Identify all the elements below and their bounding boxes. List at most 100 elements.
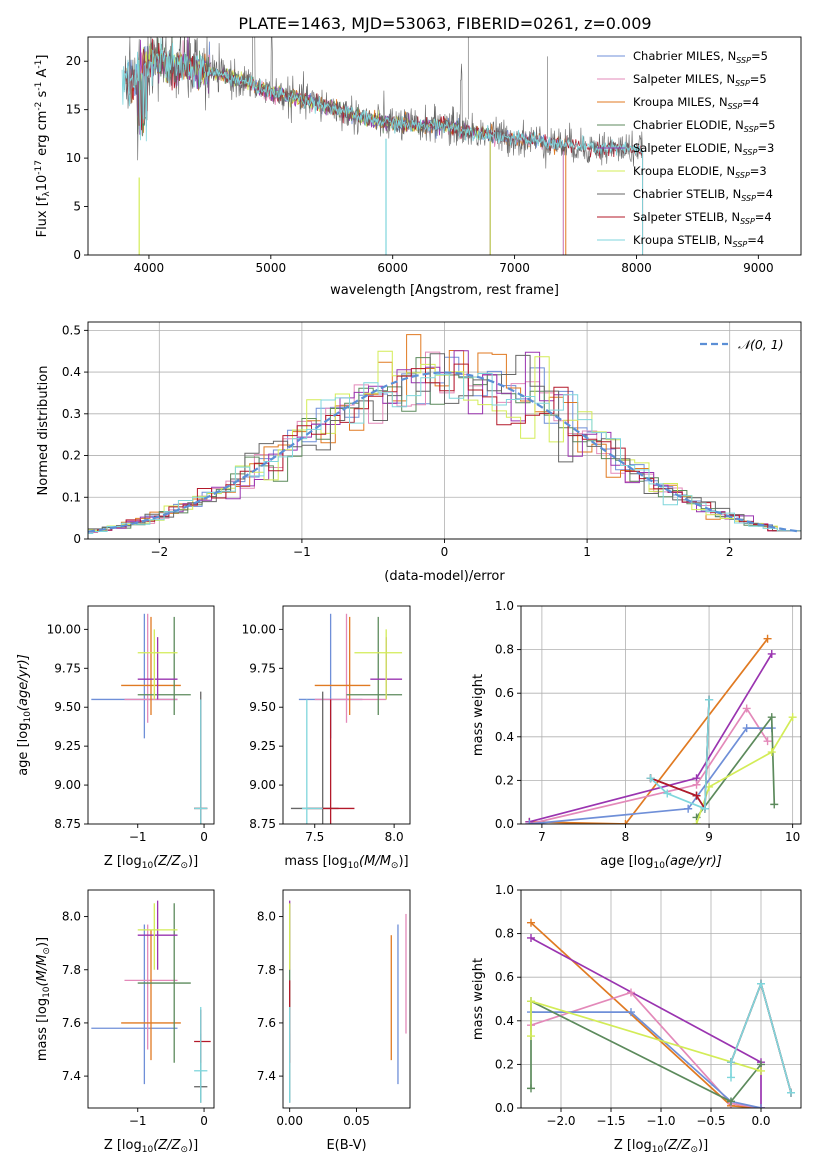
age-vs-mass-chart-y-tick-label: 8.75 [249,817,276,831]
age-vs-metallicity-chart-plot-area [91,613,208,824]
weight-marker [757,1066,765,1075]
age-vs-metallicity-chart-x-tick-label: −1 [129,830,147,844]
weight-marker [646,774,655,783]
weight-series-kroupa-elodie [695,716,794,824]
mass-vs-metallicity-chart-x-tick-label: 0 [200,1114,208,1128]
spectrum-chart-x-tick-label: 6000 [377,261,408,275]
weight-vs-age-chart-y-tick-label: 0.4 [495,730,514,744]
weight-series-salpeter-elodie [530,937,762,1108]
errorbar-point [194,699,208,824]
errorbar-point [121,616,181,715]
errorbar-point [137,637,178,700]
spectrum-chart-plot-area [121,37,644,255]
weight-vs-metallicity-chart-y-tick-label: 0.4 [495,1014,514,1028]
age-vs-metallicity-y-label: age [log10(age/yr)] [16,654,33,776]
weight-marker [527,933,535,942]
errorbar-point [91,924,178,1085]
errorbar-point [121,929,181,1061]
spectrum-y-label: Flux [fλ10-17 erg cm-2 s-1 A-1] [34,55,52,238]
legend-entry: Kroupa ELODIE, NSSP=3 [633,164,767,180]
age-vs-mass-chart-x-tick-label: 7.5 [305,830,324,844]
normal-distribution-curve [88,371,801,533]
age-vs-mass-chart-frame [282,605,411,825]
age-vs-mass-chart-y-tick-label: 9.00 [249,778,276,792]
weight-marker [621,820,630,824]
weight-marker [692,780,701,789]
legend-entry: Kroupa MILES, NSSP=4 [633,95,759,111]
mass-vs-metallicity-y-label: mass [log10(M/M⊙)] [35,937,52,1061]
weight-marker [527,997,535,1006]
weight-marker [727,1097,735,1106]
spectrum-chart-y-tick-label: 15 [66,103,81,117]
weight-vs-age-chart: 7 8 9 10 0.0 0.2 0.4 0.6 0.8 1.0 age [log10(age/yr… [471,599,802,871]
errorbar-point [137,903,178,970]
spectrum-x-label: wavelength [Angstrom, rest frame] [330,283,559,298]
age-vs-metallicity-chart-y-tick-label: 9.00 [54,778,81,792]
age-vs-mass-chart: 7.5 8.0 8.75 9.00 9.25 9.50 9.75 10.00 mass [log… [242,605,411,871]
residual-chart-y-tick-label: 0.1 [62,490,81,504]
weight-marker [788,713,797,722]
mass-vs-ebv-chart-x-tick-label: 0.00 [276,1114,303,1128]
weight-marker [767,748,776,757]
legend-entry: Chabrier MILES, NSSP=5 [633,49,768,65]
age-vs-mass-chart-y-tick-label: 9.50 [249,700,276,714]
weight-vs-metallicity-chart-x-tick-label: −1.0 [646,1114,675,1128]
histogram-chabrier-stelib [88,353,801,532]
weight-series-kroupa-stelib [650,699,710,810]
mass-vs-metallicity-chart-y-tick-label: 8.0 [62,910,81,924]
weight-vs-metallicity-chart-y-tick-label: 1.0 [495,883,514,897]
spectrum-chart-x-tick-label: 9000 [743,261,774,275]
age-vs-mass-chart-plot-area [290,613,403,824]
residual-chart-x-tick-label: −1 [293,545,311,559]
weight-vs-metallicity-chart-y-tick-label: 0.8 [495,927,514,941]
weight-marker [742,724,751,733]
weight-marker [527,918,535,927]
mass-vs-ebv-x-label: E(B-V) [326,1138,366,1153]
mass-vs-metallicity-chart: −1 0 7.4 7.6 7.8 8.0 Z [log10(Z/Z⊙)] mass [log1… [35,889,215,1155]
age-vs-metallicity-chart-x-tick-label: 0 [200,830,208,844]
weight-vs-age-chart-x-tick-label: 9 [705,830,713,844]
residual-chart-plot-area [88,334,801,534]
residual-x-label: (data-model)/error [384,569,505,584]
age-vs-mass-chart-x-tick-label: 8.0 [385,830,404,844]
weight-marker [527,1032,535,1041]
spectrum-chart-y-tick-label: 5 [73,200,81,214]
weight-series-kroupa-elodie [530,1000,762,1072]
residual-chart: −2 −1 0 1 2 0 0.1 0.2 0.3 0.4 0.5 (data-model)/erro… [36,321,802,584]
weight-marker [787,1088,795,1097]
weight-series-salpeter-miles [530,991,762,1108]
residual-chart-x-tick-label: −2 [150,545,168,559]
weight-vs-metallicity-chart-x-tick-label: −1.5 [596,1114,625,1128]
spectrum-chart-frame [87,36,802,256]
mass-vs-metallicity-chart-y-tick-label: 7.4 [62,1069,81,1083]
spectrum-legend: Chabrier MILES, NSSP=5 Salpeter MILES, NS… [597,49,775,249]
histogram-kroupa-stelib [88,373,801,534]
mass-vs-ebv-chart-y-tick-label: 7.8 [257,963,276,977]
age-vs-mass-chart-y-tick-label: 10.00 [242,622,276,636]
legend-entry: Chabrier ELODIE, NSSP=5 [633,118,775,134]
mass-vs-ebv-chart-y-tick-label: 8.0 [257,910,276,924]
weight-vs-age-chart-frame [520,605,802,825]
spectrum-chart-y-tick-label: 10 [66,151,81,165]
weight-series-salpeter-elodie [529,653,773,823]
weight-marker [527,1084,535,1093]
weight-vs-metallicity-x-label: Z [log10(Z/Z⊙)] [614,1138,708,1155]
weight-marker [525,820,534,824]
weight-vs-metallicity-chart-y-tick-label: 0.2 [495,1057,514,1071]
weight-vs-metallicity-chart: −2.0 −1.5 −1.0 −0.5 0.0 0.0 0.2 0.4 0.6 0.8 1.0 Z [… [471,883,802,1155]
weight-marker [767,713,776,722]
residual-chart-y-tick-label: 0.3 [62,407,81,421]
errorbar-point [91,613,178,739]
age-vs-metallicity-chart-y-tick-label: 9.25 [54,739,81,753]
residual-chart-x-tick-label: 1 [583,545,591,559]
weight-series-kroupa-miles [530,922,762,1108]
errorbar-point [137,629,178,700]
weight-vs-age-chart-y-tick-label: 1.0 [495,599,514,613]
mass-vs-ebv-chart: 0.00 0.05 7.4 7.6 7.8 8.0 E(B-V) [257,889,411,1153]
weight-vs-metallicity-y-label: mass weight [471,958,486,1040]
weight-marker [727,1058,735,1067]
weight-marker [684,804,693,813]
legend-entry: Chabrier STELIB, NSSP=4 [633,187,773,203]
weight-marker [757,1104,765,1108]
errorbar-point [194,1009,211,1063]
